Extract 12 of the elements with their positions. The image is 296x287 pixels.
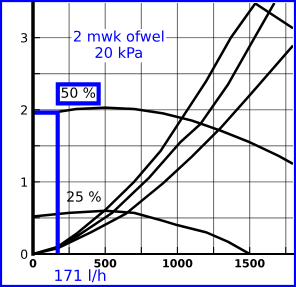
y-tick-label: 3 [21, 33, 28, 43]
x-tick-label: 0 [30, 259, 36, 268]
y-tick-label: 1 [22, 178, 27, 187]
series-label: 25 % [67, 191, 101, 202]
series-label: 50 % [62, 87, 96, 98]
y-tick-label: 0 [21, 249, 28, 259]
x-tick-label: 1000 [163, 259, 192, 268]
annotation: 171 l/h [55, 269, 106, 282]
annotation: 2 mwk ofwel 20 kPa [74, 30, 164, 58]
x-tick-label: 1500 [235, 259, 265, 268]
y-tick-label: 2 [21, 105, 27, 114]
x-tick-label: 500 [94, 259, 116, 268]
